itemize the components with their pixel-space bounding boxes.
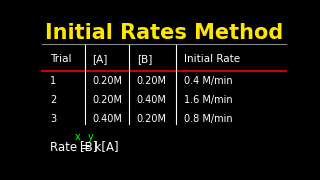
- Text: 1.6 M/min: 1.6 M/min: [184, 95, 232, 105]
- Text: [A]: [A]: [92, 54, 108, 64]
- Text: 3: 3: [50, 114, 56, 124]
- Text: 0.8 M/min: 0.8 M/min: [184, 114, 232, 124]
- Text: 1: 1: [50, 75, 56, 86]
- Text: 0.20M: 0.20M: [137, 75, 167, 86]
- Text: 2: 2: [50, 95, 56, 105]
- Text: y: y: [87, 132, 93, 142]
- Text: Trial: Trial: [50, 54, 71, 64]
- Text: x: x: [75, 132, 81, 142]
- Text: [B]: [B]: [80, 140, 98, 153]
- Text: 0.40M: 0.40M: [92, 114, 122, 124]
- Text: 0.40M: 0.40M: [137, 95, 167, 105]
- Text: Rate = k[A]: Rate = k[A]: [50, 140, 118, 153]
- Text: Initial Rate: Initial Rate: [184, 54, 240, 64]
- Text: 0.20M: 0.20M: [92, 95, 122, 105]
- Text: Initial Rates Method: Initial Rates Method: [45, 23, 283, 43]
- Text: [B]: [B]: [137, 54, 152, 64]
- Text: 0.4 M/min: 0.4 M/min: [184, 75, 232, 86]
- Text: 0.20M: 0.20M: [92, 75, 122, 86]
- Text: 0.20M: 0.20M: [137, 114, 167, 124]
